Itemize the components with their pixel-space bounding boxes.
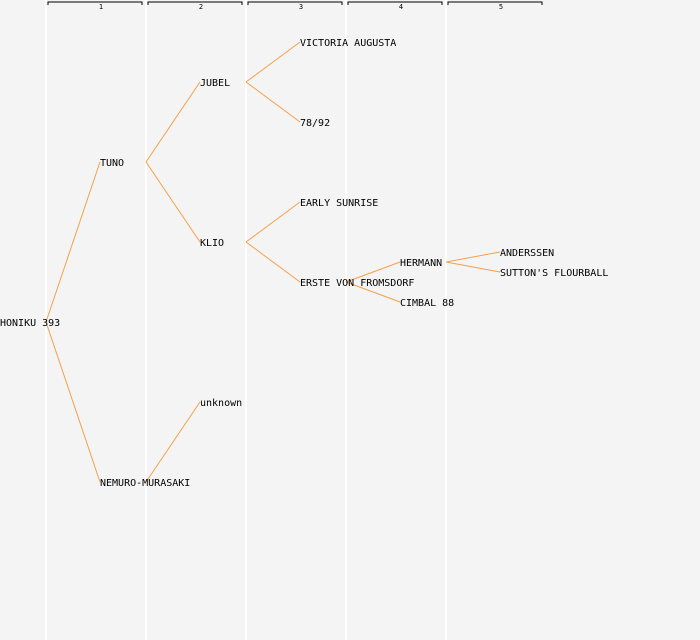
tree-node-label: unknown — [200, 398, 242, 409]
generation-label: 2 — [199, 3, 203, 11]
tree-node-label: JUBEL — [200, 78, 230, 89]
tree-edge — [245, 241, 301, 283]
generation-label: 5 — [499, 3, 503, 11]
tree-edge — [445, 251, 501, 263]
tree-node-label: HERMANN — [400, 258, 442, 269]
tree-node-label: SUTTON'S FLOURBALL — [500, 268, 608, 279]
tree-edge — [45, 161, 101, 323]
tree-edges — [45, 41, 501, 483]
generation-headers: 1 2 3 4 5 — [47, 1, 543, 11]
tree-node-label: CIMBAL 88 — [400, 298, 454, 309]
generation-bracket — [247, 1, 343, 5]
tree-edge — [145, 161, 201, 243]
tree-edge — [245, 41, 301, 83]
tree-node-label: HONIKU 393 — [0, 318, 60, 329]
tree-edge — [45, 321, 101, 483]
generation-label: 4 — [399, 3, 403, 11]
generation-bracket — [347, 1, 443, 5]
tree-edge — [345, 281, 401, 303]
generation-label: 3 — [299, 3, 303, 11]
tree-node-label: VICTORIA AUGUSTA — [300, 38, 396, 49]
tree-node-label: ANDERSSEN — [500, 248, 554, 259]
generation-bracket — [447, 1, 543, 5]
generation-bracket — [47, 1, 143, 5]
tree-node-label: NEMURO-MURASAKI — [100, 478, 190, 489]
tree-node-label: TUNO — [100, 158, 124, 169]
generation-columns — [45, 0, 447, 640]
tree-node-label: KLIO — [200, 238, 224, 249]
tree-edge — [245, 201, 301, 243]
tree-edge — [345, 261, 401, 283]
tree-node-label: 78/92 — [300, 118, 330, 129]
tree-edge — [145, 81, 201, 163]
tree-edge — [445, 261, 501, 273]
generation-label: 1 — [99, 3, 103, 11]
tree-node-label: EARLY SUNRISE — [300, 198, 378, 209]
tree-edge — [145, 401, 201, 483]
generation-bracket — [147, 1, 243, 5]
tree-nodes: HONIKU 393 TUNO JUBEL VICTORIA AUGUSTA 78/92… — [0, 38, 608, 489]
tree-node-label: ERSTE VON FROMSDORF — [300, 278, 414, 289]
tree-edge — [245, 81, 301, 123]
